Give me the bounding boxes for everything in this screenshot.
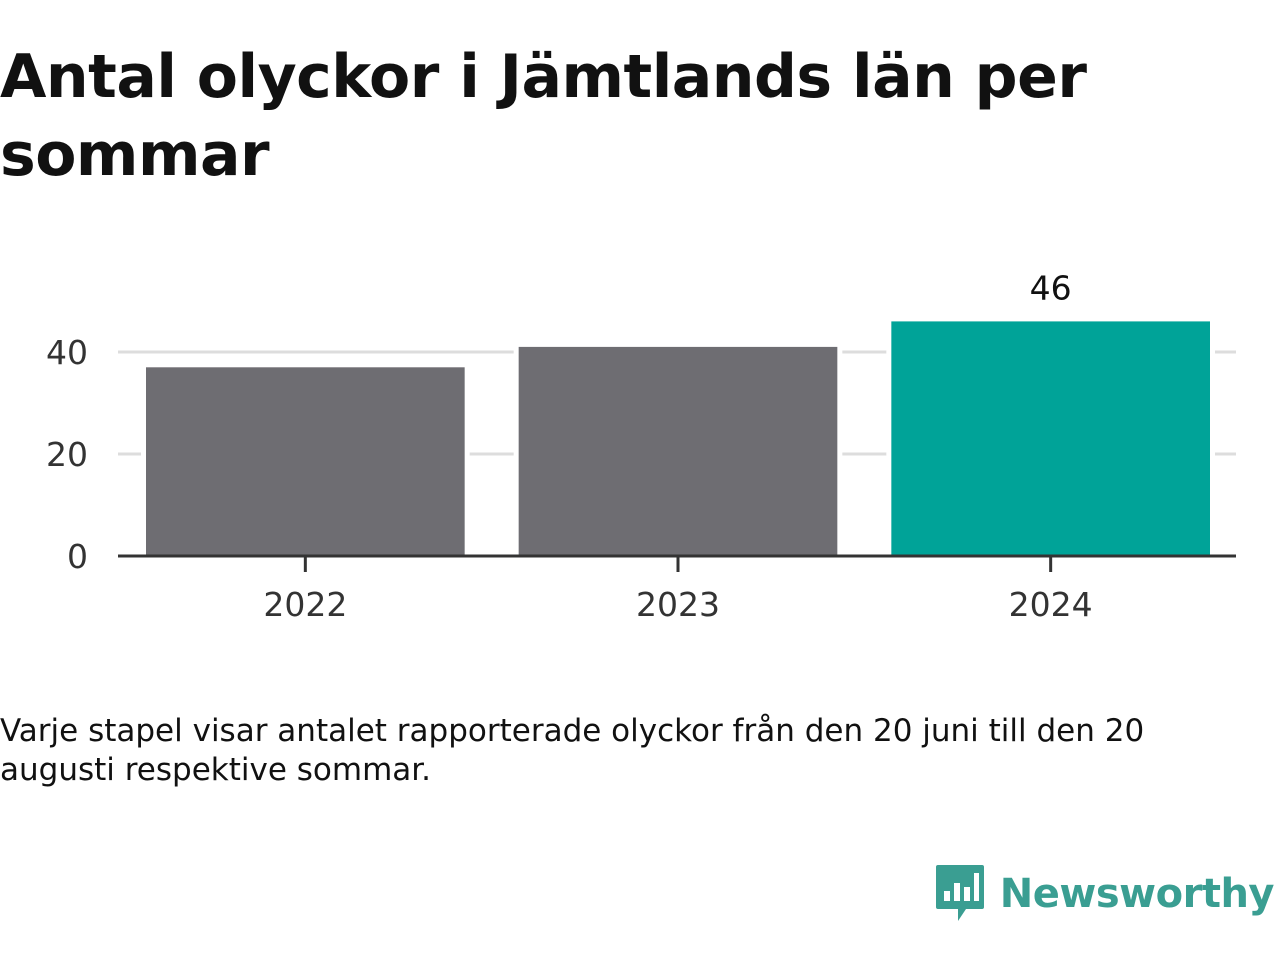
bar-2024 [891, 321, 1210, 556]
y-tick-label: 0 [67, 537, 88, 576]
bar-2023 [518, 346, 838, 556]
bar-chart: 0 20 40 2022 2023 2024 46 [0, 250, 1280, 650]
brand-name: Newsworthy [999, 871, 1275, 917]
y-tick-label: 40 [46, 333, 88, 372]
newsworthy-logo-icon [935, 865, 984, 921]
x-tick-label: 2024 [1009, 585, 1093, 624]
data-label-2024: 46 [1030, 268, 1072, 307]
x-tick-label: 2023 [636, 585, 720, 624]
bars [141, 315, 1215, 556]
axes [118, 554, 1236, 572]
x-tick-label: 2022 [263, 585, 347, 624]
y-tick-label: 20 [46, 435, 88, 474]
chart-caption: Varje stapel visar antalet rapporterade … [0, 713, 1145, 788]
bar-2022 [146, 367, 465, 556]
labels: 0 20 40 2022 2023 2024 46 [46, 268, 1093, 624]
brand-logo: Newsworthy [934, 862, 1275, 926]
chart-title: Antal olyckor i Jämtlands län per sommar [0, 42, 1087, 190]
bar-chart-svg: 0 20 40 2022 2023 2024 46 [46, 268, 1236, 624]
